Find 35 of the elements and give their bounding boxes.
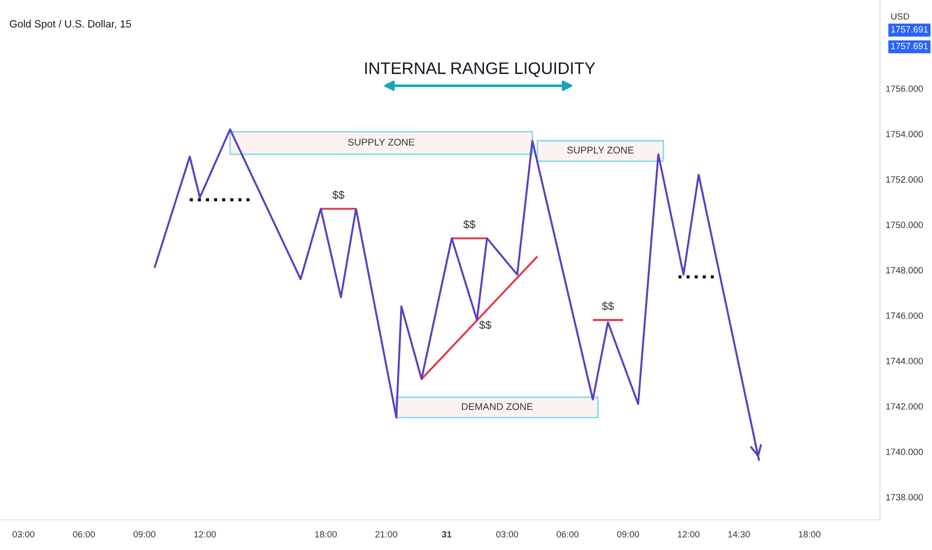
y-axis-title: USD <box>891 13 910 20</box>
x-tick-label: 03:00 <box>496 531 518 538</box>
y-tick-label: 1740.000 <box>886 448 923 456</box>
series-label: $$ <box>602 302 614 311</box>
y-tick-label: 1754.000 <box>886 130 923 138</box>
series-label: $$ <box>332 190 344 200</box>
x-tick-label: 03:00 <box>12 531 34 538</box>
text: Gold Spot / U.S. Dollar, 15 <box>10 20 132 30</box>
text: INTERNAL RANGE LIQUIDITY <box>365 62 596 78</box>
series-label: DEMAND ZONE <box>462 403 533 410</box>
y-tick-label: 1746.000 <box>886 312 923 319</box>
x-tick-label: 31 <box>442 531 452 538</box>
y-tick-label: 1756.000 <box>886 85 923 92</box>
x-tick-label: 18:00 <box>315 531 337 538</box>
series-label: SUPPLY ZONE <box>567 146 634 154</box>
x-tick-label: 18:00 <box>798 531 820 538</box>
x-tick-label: 12:00 <box>194 531 216 538</box>
x-tick-label: 09:00 <box>133 531 156 538</box>
series-label: $$ <box>479 320 492 330</box>
x-tick-label: 12:00 <box>678 531 700 538</box>
x-tick-label: 21:00 <box>375 531 398 538</box>
y-tick-label: 1752.000 <box>886 176 923 183</box>
y-tick-label: 1750.000 <box>886 222 923 228</box>
x-tick-label: 14:30 <box>728 531 750 538</box>
series-label: SUPPLY ZONE <box>348 138 414 146</box>
y-tick-label: 1738.000 <box>886 494 923 500</box>
y-tick-label: 1744.000 <box>886 358 923 364</box>
y-tick-label: 1748.000 <box>886 267 923 274</box>
x-tick-label: 06:00 <box>73 531 95 538</box>
x-tick-label: 06:00 <box>556 531 579 538</box>
y-tick-label: 1742.000 <box>886 403 923 410</box>
x-tick-label: 09:00 <box>617 531 640 538</box>
series-label: $$ <box>463 220 476 229</box>
text: 1757.691 <box>891 26 928 33</box>
text: 1757.691 <box>891 42 928 50</box>
